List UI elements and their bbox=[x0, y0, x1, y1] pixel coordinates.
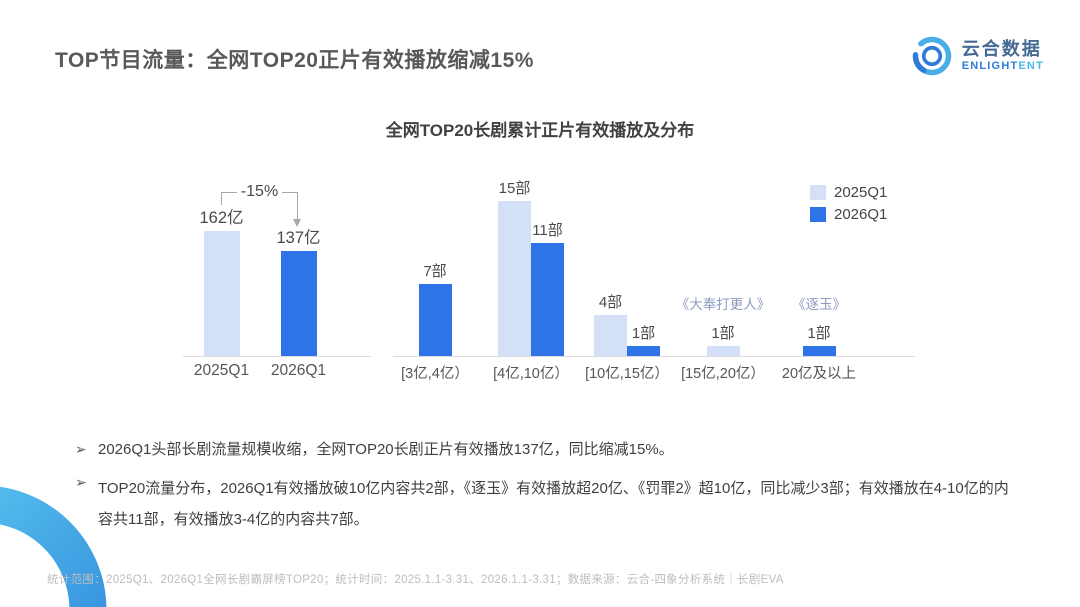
bar-annotation-title: 《大奉打更人》 bbox=[675, 297, 771, 312]
bar-2025Q1 bbox=[594, 315, 627, 356]
change-bracket-tick bbox=[221, 192, 222, 205]
bar-value-label: 11部 bbox=[532, 222, 563, 239]
insights-list: ➢ 2026Q1头部长剧流量规模收缩，全网TOP20长剧正片有效播放137亿，同… bbox=[75, 440, 1025, 548]
total-plays-bar-chart: 162亿 137亿 bbox=[183, 170, 337, 356]
bar-value-label: 1部 bbox=[711, 325, 735, 342]
bar-2026Q1 bbox=[802, 346, 836, 356]
bar-value-label: 4部 bbox=[598, 294, 623, 311]
arrow-bullet-icon: ➢ bbox=[75, 441, 87, 457]
bar-column-2026Q1: 7部 bbox=[418, 260, 452, 356]
enlightent-logo-icon bbox=[912, 36, 951, 76]
x-axis-label: [10亿,15亿） bbox=[585, 366, 669, 382]
distribution-bar-chart: 7部 15部 11部 4部 1部 《大奉打更人》 1部 《逐玉》 1部 bbox=[387, 170, 867, 356]
bar-value-label: 1部 bbox=[631, 325, 656, 342]
source-footnote: 统计范围：2025Q1、2026Q1全网长剧霸屏榜TOP20；统计时间：2025… bbox=[47, 574, 784, 586]
brand-wordmark: ENLIGHTENT bbox=[961, 59, 1044, 72]
brand-logo: 云合数据 ENLIGHTENT bbox=[910, 34, 1044, 78]
page-title: TOP节目流量：全网TOP20正片有效播放缩减15% bbox=[55, 49, 534, 72]
bar-group-5: 《逐玉》 1部 bbox=[771, 170, 867, 356]
arrow-bullet-icon: ➢ bbox=[75, 474, 87, 490]
change-bracket-arrow-line bbox=[297, 192, 298, 219]
left-chart-x-axis: 2025Q1 2026Q1 bbox=[183, 362, 337, 380]
bar-value-label: 1部 bbox=[807, 325, 831, 342]
bar-2025Q1 bbox=[498, 201, 531, 356]
left-chart-axis-line bbox=[183, 356, 371, 357]
bar-value-label: 7部 bbox=[423, 263, 447, 280]
bar-column-2026Q1: 11部 bbox=[531, 219, 564, 356]
right-chart-x-axis: [3亿,4亿） [4亿,10亿） [10亿,15亿） [15亿,20亿） 20亿及以上 bbox=[387, 362, 867, 383]
brand-logo-text: 云合数据 ENLIGHTENT bbox=[961, 39, 1044, 72]
bar-column-2026Q1: 1部 bbox=[627, 322, 660, 356]
right-chart-axis-line bbox=[393, 356, 915, 357]
change-percentage-label: -15% bbox=[221, 183, 298, 201]
x-axis-label: [3亿,4亿） bbox=[401, 366, 469, 382]
bar-value-label: 162亿 bbox=[199, 209, 244, 227]
bar-value-label: 137亿 bbox=[276, 229, 321, 247]
bar-annotation-title: 《逐玉》 bbox=[792, 297, 846, 312]
legend-swatch bbox=[810, 207, 826, 222]
bar-2026Q1 bbox=[627, 346, 660, 356]
bar-group-2: 15部 11部 bbox=[483, 170, 579, 356]
bar-column-2025Q1: 《大奉打更人》 1部 bbox=[676, 293, 770, 356]
legend-label: 2025Q1 bbox=[834, 184, 888, 201]
bar-group-2025Q1: 162亿 bbox=[183, 204, 260, 356]
chart-legend: 2025Q1 2026Q1 bbox=[810, 184, 887, 228]
x-axis-label: 2026Q1 bbox=[270, 362, 327, 379]
legend-item-2025Q1: 2025Q1 bbox=[810, 184, 887, 201]
list-item: ➢ 2026Q1头部长剧流量规模收缩，全网TOP20长剧正片有效播放137亿，同… bbox=[75, 440, 1025, 460]
bar-2026Q1 bbox=[418, 284, 452, 356]
x-axis-label: 20亿及以上 bbox=[781, 366, 857, 382]
legend-item-2026Q1: 2026Q1 bbox=[810, 206, 887, 223]
bar-2025Q1 bbox=[706, 346, 740, 356]
bar-2025Q1 bbox=[203, 231, 240, 356]
x-axis-label: [4亿,10亿） bbox=[493, 366, 569, 382]
bar-group-2026Q1: 137亿 bbox=[260, 224, 337, 356]
bullet-text: TOP20流量分布，2026Q1有效播放破10亿内容共2部，《逐玉》有效播放超2… bbox=[98, 480, 1009, 528]
list-item: ➢ TOP20流量分布，2026Q1有效播放破10亿内容共2部，《逐玉》有效播放… bbox=[75, 473, 1025, 535]
chart-title: 全网TOP20长剧累计正片有效播放及分布 bbox=[385, 121, 695, 140]
bar-2026Q1 bbox=[531, 243, 564, 356]
legend-swatch bbox=[810, 185, 826, 200]
bar-column-2026Q1: 《逐玉》 1部 bbox=[792, 293, 846, 356]
bar-value-label: 15部 bbox=[498, 180, 531, 197]
bullet-text: 2026Q1头部长剧流量规模收缩，全网TOP20长剧正片有效播放137亿，同比缩… bbox=[98, 441, 674, 458]
brand-name: 云合数据 bbox=[961, 39, 1042, 60]
x-axis-label: [15亿,20亿） bbox=[681, 366, 765, 382]
bar-group-3: 4部 1部 bbox=[579, 170, 675, 356]
down-arrow-icon bbox=[293, 219, 301, 227]
x-axis-label: 2025Q1 bbox=[193, 362, 250, 379]
bar-group-1: 7部 bbox=[387, 170, 483, 356]
bar-column-2025Q1: 4部 bbox=[594, 291, 627, 356]
bar-2026Q1 bbox=[280, 251, 317, 356]
legend-label: 2026Q1 bbox=[834, 206, 888, 223]
bar-group-4: 《大奉打更人》 1部 bbox=[675, 170, 771, 356]
bar-column-2025Q1: 15部 bbox=[498, 177, 531, 356]
